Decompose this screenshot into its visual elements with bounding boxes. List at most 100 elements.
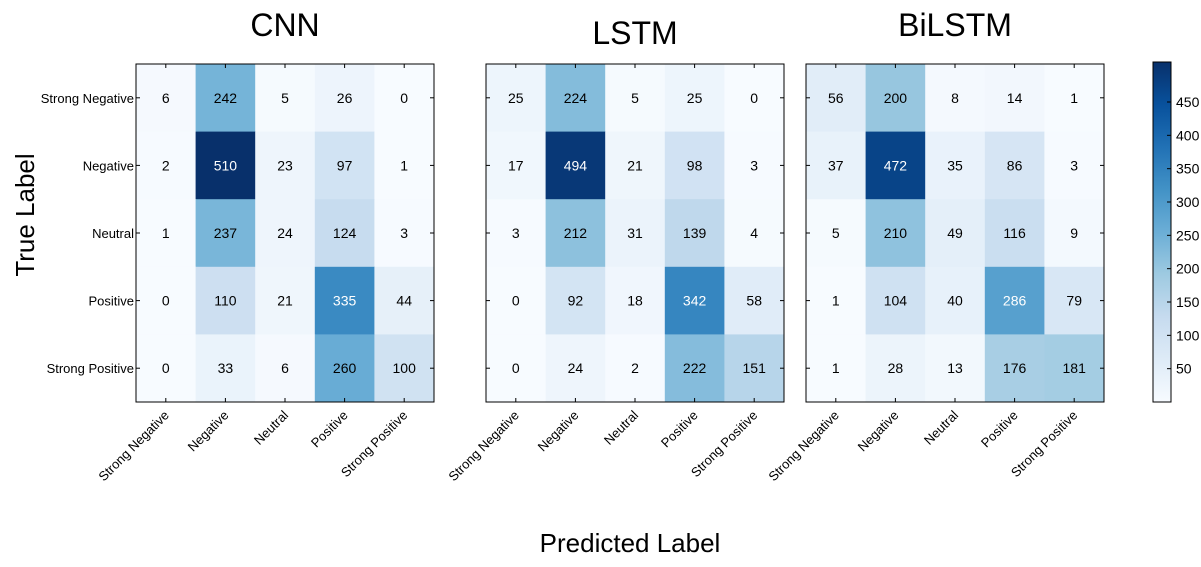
cell-value-label: 104 — [884, 293, 908, 309]
x-tick-label: Positive — [308, 408, 351, 451]
heatmap-cell — [925, 131, 986, 200]
heatmap-cell — [374, 266, 435, 335]
heatmap-cell — [314, 199, 375, 268]
y-tick-label: Neutral — [92, 226, 134, 241]
x-tick-label: Strong Negative — [765, 408, 842, 485]
cell-value-label: 40 — [947, 293, 963, 309]
heatmap-cell — [255, 199, 316, 268]
heatmap-cell — [255, 334, 316, 403]
cell-value-label: 56 — [828, 90, 844, 106]
cell-value-label: 124 — [333, 225, 357, 241]
heatmap-cell — [984, 334, 1045, 403]
colorbar-tick-label: 200 — [1176, 261, 1200, 277]
cell-value-label: 28 — [888, 360, 904, 376]
heatmap-cell — [195, 334, 256, 403]
cell-value-label: 58 — [746, 293, 762, 309]
cell-value-label: 0 — [400, 90, 408, 106]
heatmap-cell — [314, 131, 375, 200]
cell-value-label: 0 — [512, 293, 520, 309]
heatmap-cell — [374, 131, 435, 200]
cell-value-label: 0 — [512, 360, 520, 376]
cell-value-label: 100 — [393, 360, 417, 376]
cell-value-label: 6 — [162, 90, 170, 106]
cell-value-label: 1 — [832, 360, 840, 376]
heatmap-cell — [1044, 334, 1105, 403]
cell-value-label: 97 — [337, 157, 353, 173]
cell-value-label: 5 — [832, 225, 840, 241]
cell-value-label: 1 — [1070, 90, 1078, 106]
heatmap-cell — [865, 334, 926, 403]
heatmap-cell — [1044, 64, 1105, 133]
cell-value-label: 44 — [396, 293, 412, 309]
heatmap-cell — [545, 266, 606, 335]
heatmap-cell — [865, 131, 926, 200]
heatmap-cell — [136, 334, 197, 403]
cell-value-label: 286 — [1003, 293, 1027, 309]
cell-value-label: 35 — [947, 157, 963, 173]
panel-title: LSTM — [592, 15, 677, 51]
heatmap-cell — [605, 334, 666, 403]
heatmap-cell — [545, 334, 606, 403]
heatmap-cell — [374, 334, 435, 403]
cell-value-label: 13 — [947, 360, 963, 376]
cell-value-label: 25 — [687, 90, 703, 106]
cell-value-label: 5 — [631, 90, 639, 106]
x-tick-label: Negative — [185, 408, 232, 455]
cell-value-label: 21 — [277, 293, 293, 309]
cell-value-label: 260 — [333, 360, 357, 376]
heatmap-cell — [984, 131, 1045, 200]
cell-value-label: 151 — [743, 360, 767, 376]
heatmap-cell — [605, 199, 666, 268]
heatmap-cell — [605, 266, 666, 335]
heatmap-cell — [664, 199, 725, 268]
heatmap-cell — [195, 64, 256, 133]
x-tick-label: Neutral — [251, 407, 291, 447]
cell-value-label: 79 — [1066, 293, 1082, 309]
colorbar-tick-label: 350 — [1176, 161, 1200, 177]
cell-value-label: 31 — [627, 225, 643, 241]
cell-value-label: 0 — [162, 360, 170, 376]
x-tick-label: Neutral — [601, 407, 641, 447]
heatmap-cell — [195, 131, 256, 200]
cell-value-label: 472 — [884, 157, 908, 173]
colorbar-tick-label: 250 — [1176, 227, 1200, 243]
cell-value-label: 224 — [564, 90, 588, 106]
cell-value-label: 86 — [1007, 157, 1023, 173]
y-tick-label: Strong Negative — [41, 91, 134, 106]
heatmap-cell — [1044, 266, 1105, 335]
cell-value-label: 176 — [1003, 360, 1027, 376]
heatmap-cell — [136, 266, 197, 335]
heatmap-cell — [136, 64, 197, 133]
heatmap-cell — [806, 131, 867, 200]
heatmap-cell — [545, 64, 606, 133]
heatmap-cell — [806, 266, 867, 335]
heatmap-cell — [925, 334, 986, 403]
heatmap-cell — [255, 131, 316, 200]
heatmap-cell — [865, 199, 926, 268]
cell-value-label: 237 — [214, 225, 238, 241]
cell-value-label: 0 — [750, 90, 758, 106]
heatmap-cell — [486, 64, 547, 133]
cell-value-label: 494 — [564, 157, 588, 173]
heatmap-cell — [806, 199, 867, 268]
heatmap-cell — [605, 131, 666, 200]
heatmap-cell — [664, 64, 725, 133]
cell-value-label: 4 — [750, 225, 758, 241]
heatmap-cell — [925, 199, 986, 268]
cell-value-label: 242 — [214, 90, 238, 106]
heatmap-cell — [545, 131, 606, 200]
heatmap-cell — [374, 64, 435, 133]
cell-value-label: 26 — [337, 90, 353, 106]
cell-value-label: 342 — [683, 293, 707, 309]
cell-value-label: 335 — [333, 293, 357, 309]
colorbar-tick-label: 100 — [1176, 327, 1200, 343]
heatmap-cell — [925, 64, 986, 133]
cell-value-label: 14 — [1007, 90, 1023, 106]
heatmap-cell — [136, 131, 197, 200]
heatmap-cell — [925, 266, 986, 335]
heatmap-cell — [724, 266, 785, 335]
heatmap-cell — [605, 64, 666, 133]
panel-title: CNN — [250, 7, 319, 43]
colorbar-gradient — [1152, 61, 1172, 403]
